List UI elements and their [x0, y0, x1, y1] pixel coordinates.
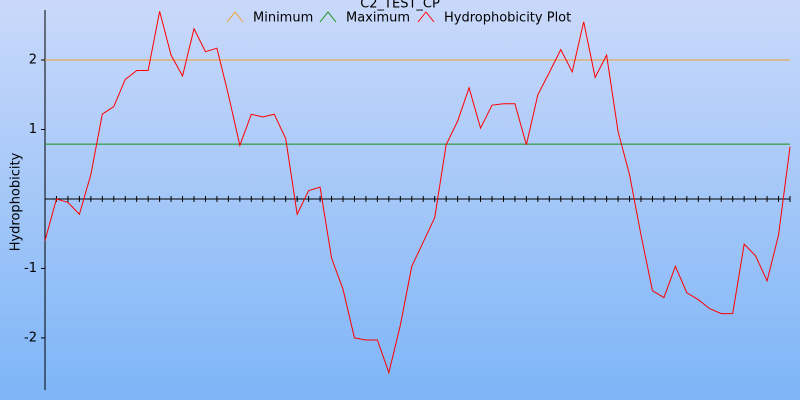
legend-icon	[226, 11, 244, 23]
legend-label: Minimum	[253, 11, 313, 26]
y-tick-label: -1	[24, 261, 37, 276]
y-axis-label: Hydrophobicity	[9, 152, 24, 251]
chart-title: C2_TEST_CP	[360, 0, 440, 12]
y-tick-label: 2	[29, 53, 37, 68]
legend-label: Hydrophobicity Plot	[444, 11, 571, 26]
y-tick-label: 1	[29, 122, 37, 137]
legend-icon	[319, 11, 337, 23]
y-tick-label: -2	[24, 330, 37, 345]
legend: Minimum Maximum Hydrophobicity Plot	[226, 11, 571, 26]
legend-icon	[417, 11, 435, 23]
legend-label: Maximum	[346, 11, 410, 26]
hydrophobicity-line	[44, 11, 791, 375]
